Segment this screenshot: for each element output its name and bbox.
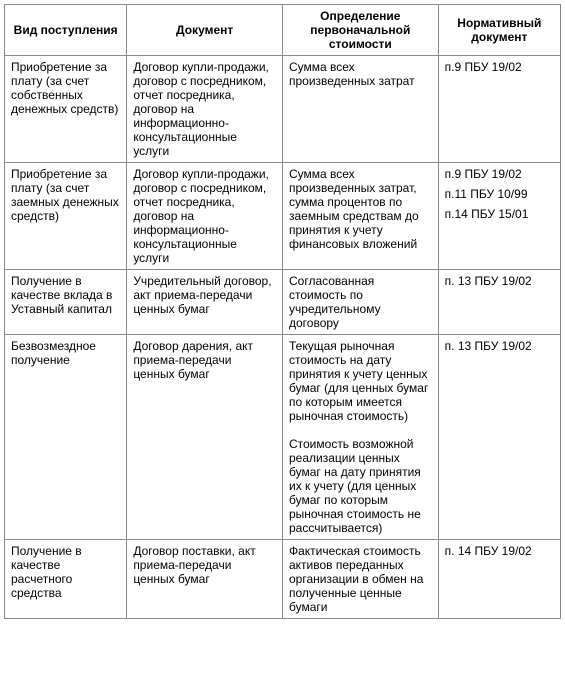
table-row: Безвозмездное получениеДоговор дарения, … bbox=[5, 335, 561, 540]
cell-document: Договор купли-продажи, договор с посредн… bbox=[127, 163, 283, 270]
col-header-receipt-type: Вид поступления bbox=[5, 5, 127, 56]
cell-normative-doc: п.9 ПБУ 19/02 п.11 ПБУ 10/99 п.14 ПБУ 15/0… bbox=[438, 163, 560, 270]
cell-normative-doc: п. 13 ПБУ 19/02 bbox=[438, 270, 560, 335]
col-header-initial-cost: Определение первоначальной стоимости bbox=[282, 5, 438, 56]
normative-ref: п.9 ПБУ 19/02 bbox=[445, 60, 554, 74]
cell-initial-cost: Текущая рыночная стоимость на дату приня… bbox=[282, 335, 438, 540]
cell-paragraph: Текущая рыночная стоимость на дату приня… bbox=[289, 339, 432, 423]
table-row: Получение в качестве расчетного средства… bbox=[5, 540, 561, 619]
accounting-table: Вид поступления Документ Определение пер… bbox=[4, 4, 561, 619]
table-row: Приобретение за плату (за счет собственн… bbox=[5, 56, 561, 163]
normative-ref: п.11 ПБУ 10/99 bbox=[445, 187, 554, 201]
table-row: Получение в качестве вклада в Уставный к… bbox=[5, 270, 561, 335]
cell-initial-cost: Фактическая стоимость активов переданных… bbox=[282, 540, 438, 619]
cell-paragraph: Стоимость возможной реализации ценных бу… bbox=[289, 437, 432, 535]
cell-receipt-type: Безвозмездное получение bbox=[5, 335, 127, 540]
cell-normative-doc: п. 14 ПБУ 19/02 bbox=[438, 540, 560, 619]
cell-document: Договор поставки, акт приема-передачи це… bbox=[127, 540, 283, 619]
cell-receipt-type: Приобретение за плату (за счет собственн… bbox=[5, 56, 127, 163]
col-header-normative-doc: Нормативный документ bbox=[438, 5, 560, 56]
cell-initial-cost: Сумма всех произведенных затрат, сумма п… bbox=[282, 163, 438, 270]
table-row: Приобретение за плату (за счет заемных д… bbox=[5, 163, 561, 270]
cell-initial-cost: Сумма всех произведенных затрат bbox=[282, 56, 438, 163]
normative-ref: п. 14 ПБУ 19/02 bbox=[445, 544, 554, 558]
cell-receipt-type: Получение в качестве расчетного средства bbox=[5, 540, 127, 619]
normative-ref: п. 13 ПБУ 19/02 bbox=[445, 274, 554, 288]
cell-normative-doc: п. 13 ПБУ 19/02 bbox=[438, 335, 560, 540]
cell-receipt-type: Получение в качестве вклада в Уставный к… bbox=[5, 270, 127, 335]
cell-initial-cost: Согласованная стоимость по учредительном… bbox=[282, 270, 438, 335]
normative-ref: п.9 ПБУ 19/02 bbox=[445, 167, 554, 181]
cell-receipt-type: Приобретение за плату (за счет заемных д… bbox=[5, 163, 127, 270]
cell-document: Договор дарения, акт приема-передачи цен… bbox=[127, 335, 283, 540]
cell-normative-doc: п.9 ПБУ 19/02 bbox=[438, 56, 560, 163]
table-body: Приобретение за плату (за счет собственн… bbox=[5, 56, 561, 619]
cell-document: Учредительный договор, акт приема-переда… bbox=[127, 270, 283, 335]
table-header-row: Вид поступления Документ Определение пер… bbox=[5, 5, 561, 56]
cell-document: Договор купли-продажи, договор с посредн… bbox=[127, 56, 283, 163]
normative-ref: п.14 ПБУ 15/01 bbox=[445, 207, 554, 221]
col-header-document: Документ bbox=[127, 5, 283, 56]
normative-ref: п. 13 ПБУ 19/02 bbox=[445, 339, 554, 353]
